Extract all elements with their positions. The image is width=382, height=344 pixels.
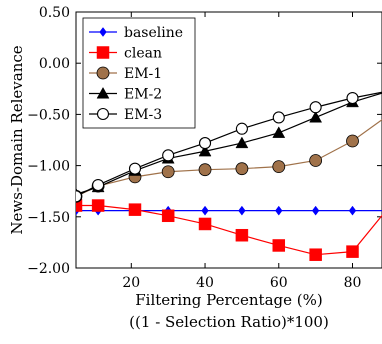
x-axis: 20 40 60 80 xyxy=(122,12,361,291)
data-point-em-1 xyxy=(272,160,286,174)
legend-marker-baseline xyxy=(99,27,107,37)
plot-frame xyxy=(75,11,382,269)
data-point-em-3 xyxy=(272,111,285,124)
x-axis-subtitle: ((1 - Selection Ratio)*100) xyxy=(129,313,329,331)
legend-entry-em-2: EM-2 xyxy=(89,87,162,103)
y-axis-title: News-Domain Relevance xyxy=(8,45,26,234)
legend-entry-baseline: baseline xyxy=(89,25,183,41)
y-tick-label: −2.00 xyxy=(27,261,70,277)
series-line-clean xyxy=(76,204,382,256)
legend-label-em-2: EM-2 xyxy=(124,87,162,103)
data-point-em-3 xyxy=(162,149,175,162)
data-point-em-1 xyxy=(309,154,323,167)
legend-entry-clean: clean xyxy=(89,46,162,62)
series-layer xyxy=(76,91,382,261)
plot-area: 0.50 0.00 −0.50 −1.00 −1.50 −2.00 20 40 60 80 xyxy=(27,5,382,291)
data-point-em-1 xyxy=(346,134,359,148)
legend-marker-em-3 xyxy=(96,107,110,121)
data-point-em-2 xyxy=(272,126,286,138)
legend-marker-em-1 xyxy=(96,66,110,80)
legend-label-clean: clean xyxy=(124,46,162,62)
x-axis-title: Filtering Percentage (%) xyxy=(135,291,323,309)
data-point-em-1 xyxy=(161,165,175,179)
y-tick-label: −1.00 xyxy=(27,159,70,175)
data-point-clean xyxy=(198,217,212,231)
data-point-clean xyxy=(76,199,83,212)
data-point-clean xyxy=(235,228,249,242)
data-point-clean xyxy=(128,203,142,216)
y-axis: 0.50 0.00 −0.50 −1.00 −1.50 −2.00 xyxy=(27,5,382,277)
data-point-baseline xyxy=(238,205,246,216)
data-point-baseline xyxy=(311,205,320,216)
legend-label-em-1: EM-1 xyxy=(124,66,162,82)
x-tick-label: 80 xyxy=(344,275,362,291)
series-em-3 xyxy=(76,91,382,203)
legend-marker-clean xyxy=(96,46,110,59)
data-point-em-3 xyxy=(76,190,83,203)
data-point-baseline xyxy=(275,205,283,216)
legend-marker-em-2 xyxy=(96,86,110,99)
data-point-em-3 xyxy=(198,137,212,150)
data-point-em-2 xyxy=(235,136,249,149)
y-tick-label: −1.50 xyxy=(27,210,70,226)
series-clean xyxy=(76,199,382,261)
legend-entry-em-3: EM-3 xyxy=(89,107,162,123)
data-point-em-1 xyxy=(198,163,212,177)
y-tick-label: −0.50 xyxy=(27,107,70,123)
legend-label-baseline: baseline xyxy=(124,25,183,41)
x-tick-label: 40 xyxy=(196,275,214,291)
data-point-clean xyxy=(272,239,286,252)
legend-entry-em-1: EM-1 xyxy=(89,66,162,82)
y-tick-label: 0.00 xyxy=(39,56,70,72)
data-point-em-3 xyxy=(92,179,105,192)
data-point-em-1 xyxy=(235,162,249,176)
data-point-em-3 xyxy=(346,91,359,105)
series-line-em-2 xyxy=(76,92,382,195)
data-point-baseline xyxy=(348,205,357,216)
data-point-em-3 xyxy=(235,122,248,135)
data-point-clean xyxy=(91,199,105,212)
data-point-em-2 xyxy=(198,144,212,157)
data-point-em-3 xyxy=(309,101,322,114)
series-line-em-1 xyxy=(76,118,382,197)
x-tick-label: 20 xyxy=(122,275,140,291)
data-point-em-2 xyxy=(309,110,323,123)
series-line-em-3 xyxy=(76,91,382,197)
legend: baseline clean EM-1 EM-2 EM-3 xyxy=(82,17,196,129)
data-point-baseline xyxy=(201,205,209,216)
data-point-clean xyxy=(161,209,175,223)
data-point-clean xyxy=(309,248,322,261)
data-point-em-3 xyxy=(128,162,142,175)
x-tick-label: 60 xyxy=(270,275,288,291)
y-tick-label: 0.50 xyxy=(39,5,70,21)
data-point-clean xyxy=(346,245,359,258)
legend-label-em-3: EM-3 xyxy=(124,107,162,123)
